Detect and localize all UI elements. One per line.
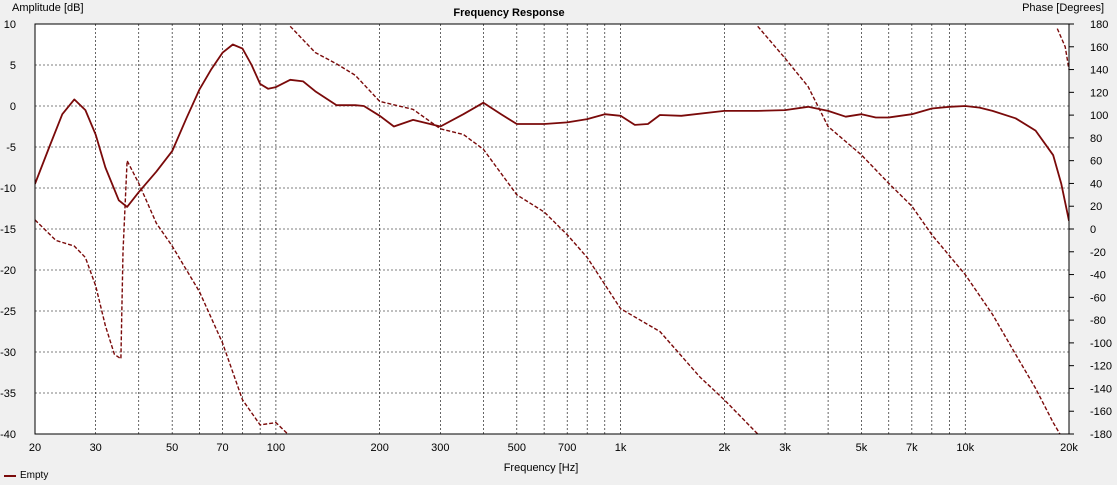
x-tick-label: 5k — [856, 442, 868, 454]
x-tick-label: 20k — [1060, 442, 1078, 454]
legend-label: Empty — [20, 470, 49, 481]
y2-tick-label: 120 — [1090, 87, 1108, 99]
y-tick-label: -15 — [0, 224, 16, 236]
phase-series-line-4 — [1056, 28, 1069, 70]
y2-tick-label: -120 — [1090, 361, 1112, 373]
y2-tick-label: -40 — [1090, 270, 1106, 282]
y2-axis-title: Phase [Degrees] — [1022, 2, 1104, 14]
y-tick-label: 5 — [10, 60, 16, 72]
phase-series-line-2 — [289, 25, 759, 434]
y2-tick-label: 140 — [1090, 65, 1108, 77]
y2-tick-label: -80 — [1090, 315, 1106, 327]
x-axis-title: Frequency [Hz] — [504, 462, 579, 474]
x-tick-label: 7k — [906, 442, 918, 454]
y2-tick-label: -60 — [1090, 292, 1106, 304]
phase-series-line-3 — [757, 25, 1061, 434]
x-tick-label: 500 — [508, 442, 526, 454]
y2-tick-label: 40 — [1090, 178, 1102, 190]
y2-tick-label: 80 — [1090, 133, 1102, 145]
y-tick-label: 10 — [4, 19, 16, 31]
y-tick-label: -10 — [0, 183, 16, 195]
x-tick-label: 20 — [29, 442, 41, 454]
x-tick-label: 700 — [558, 442, 576, 454]
y2-tick-label: 0 — [1090, 224, 1096, 236]
y2-tick-label: -180 — [1090, 429, 1112, 441]
x-tick-label: 2k — [719, 442, 731, 454]
y-tick-label: -25 — [0, 306, 16, 318]
y2-tick-label: -100 — [1090, 338, 1112, 350]
y2-tick-label: 60 — [1090, 156, 1102, 168]
x-tick-label: 30 — [90, 442, 102, 454]
x-tick-label: 200 — [370, 442, 388, 454]
tick-labels: 20 30 50 70 100 200 300 500 700 1k 2k 3k 5k 7k 10k 20k1… — [0, 19, 1112, 454]
y-tick-label: -40 — [0, 429, 16, 441]
x-tick-label: 50 — [166, 442, 178, 454]
y-tick-label: -35 — [0, 388, 16, 400]
legend-swatch — [4, 474, 16, 477]
chart-title: Frequency Response — [453, 7, 564, 19]
x-tick-label: 3k — [779, 442, 791, 454]
y2-tick-label: 180 — [1090, 19, 1108, 31]
x-tick-label: 300 — [431, 442, 449, 454]
x-tick-label: 100 — [267, 442, 285, 454]
grid-lines — [35, 24, 1069, 434]
legend: Empty — [4, 470, 48, 481]
data-series — [35, 25, 1069, 434]
y2-tick-label: -140 — [1090, 383, 1112, 395]
y2-tick-label: 160 — [1090, 42, 1108, 54]
amplitude-series-line — [35, 43, 1069, 221]
y2-tick-label: -160 — [1090, 406, 1112, 418]
y-tick-label: -20 — [0, 265, 16, 277]
x-tick-label: 70 — [216, 442, 228, 454]
y-axis-title: Amplitude [dB] — [12, 2, 84, 14]
y-tick-label: -30 — [0, 347, 16, 359]
phase-series-line-1 — [35, 160, 289, 434]
x-tick-label: 10k — [956, 442, 974, 454]
y2-tick-label: -20 — [1090, 247, 1106, 259]
x-tick-label: 1k — [615, 442, 627, 454]
y-tick-label: -5 — [6, 142, 16, 154]
y2-tick-label: 100 — [1090, 110, 1108, 122]
y2-tick-label: 20 — [1090, 201, 1102, 213]
plot-border — [34, 23, 1070, 435]
y-tick-label: 0 — [10, 101, 16, 113]
